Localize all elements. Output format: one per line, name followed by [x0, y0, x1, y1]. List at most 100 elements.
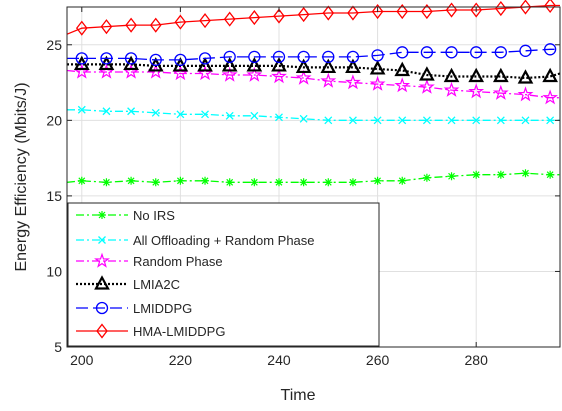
y-tick-label: 15: [46, 188, 62, 204]
data-point: [295, 58, 312, 74]
data-point: [421, 3, 433, 20]
data-point: [419, 66, 435, 81]
data-point: [324, 178, 333, 187]
data-point: [472, 116, 481, 125]
legend-entry: LMIDDPG: [76, 301, 192, 316]
data-point: [174, 53, 187, 67]
legend-box: [67, 202, 380, 347]
data-point: [542, 67, 558, 83]
data-point: [223, 11, 236, 27]
series-line: [67, 109, 560, 121]
data-point: [492, 84, 509, 100]
y-tick-label: 20: [46, 112, 62, 128]
data-point: [271, 57, 287, 72]
data-point: [495, 0, 507, 17]
legend-label: All Offloading + Random Phase: [133, 233, 315, 248]
data-point: [174, 14, 187, 30]
y-tick-label: 10: [46, 263, 62, 279]
data-point: [221, 66, 238, 82]
data-point: [151, 178, 160, 187]
data-point: [199, 13, 211, 29]
data-point: [418, 78, 435, 94]
data-point: [320, 58, 337, 74]
data-point: [250, 111, 259, 120]
data-point: [271, 68, 287, 84]
data-point: [248, 10, 261, 26]
data-point: [94, 252, 110, 268]
x-tick-label: 280: [465, 352, 489, 368]
y-tick-label: 5: [54, 339, 62, 355]
x-axis-label: Time: [281, 387, 316, 404]
data-point: [420, 46, 434, 59]
data-point: [345, 74, 361, 90]
legend-entry: HMA-LMIDDPG: [76, 323, 225, 339]
data-point: [75, 52, 88, 65]
data-point: [443, 67, 460, 83]
data-point: [149, 17, 162, 33]
series-hma-lmiddpg: [66, 0, 560, 36]
data-point: [221, 57, 238, 72]
data-point: [445, 46, 458, 59]
data-point: [223, 50, 236, 64]
legend-label: HMA-LMIDDPG: [133, 324, 225, 339]
series-line: [66, 172, 560, 183]
data-point: [124, 52, 138, 65]
series-line: [66, 69, 560, 99]
data-point: [494, 46, 507, 59]
data-point: [546, 116, 555, 125]
data-point: [369, 60, 386, 75]
data-point: [544, 0, 556, 14]
legend-label: Random Phase: [133, 254, 223, 269]
data-point: [396, 46, 409, 59]
data-point: [496, 170, 505, 179]
data-point: [468, 83, 485, 99]
data-point: [521, 169, 530, 178]
data-point: [127, 107, 136, 116]
series-all-offloading-random-phase: [67, 105, 560, 125]
data-point: [546, 170, 555, 179]
data-point: [98, 211, 106, 219]
data-point: [77, 105, 86, 114]
data-point: [295, 69, 312, 85]
series-lmiddpg: [67, 43, 560, 67]
data-point: [447, 116, 456, 125]
data-point: [125, 17, 137, 33]
data-point: [348, 116, 357, 125]
data-point: [348, 178, 357, 187]
data-point: [496, 116, 505, 125]
data-point: [373, 116, 382, 125]
data-point: [542, 89, 559, 105]
plot-border: [66, 6, 561, 348]
data-point: [201, 110, 209, 119]
x-tick-label: 220: [169, 352, 193, 368]
data-point: [275, 113, 283, 122]
data-point: [398, 176, 407, 185]
data-point: [297, 6, 310, 23]
data-point: [95, 301, 109, 315]
data-point: [250, 178, 259, 187]
data-point: [492, 67, 509, 83]
series-line: [67, 63, 561, 80]
data-point: [297, 50, 310, 64]
series-no-irs: [66, 169, 560, 187]
legend-entry: LMIA2C: [76, 275, 180, 292]
legend-label: LMIDDPG: [133, 301, 192, 316]
data-point: [468, 67, 485, 83]
legend: No IRS All Offloading + Random Phase Rando…: [67, 202, 380, 347]
data-point: [102, 107, 111, 116]
data-point: [519, 0, 532, 15]
x-tick-label: 260: [366, 352, 390, 368]
data-point: [322, 5, 335, 21]
data-point: [447, 172, 456, 181]
data-point: [472, 170, 481, 179]
x-tick-label: 240: [267, 352, 291, 368]
data-point: [94, 275, 110, 290]
data-point: [517, 69, 534, 84]
data-point: [77, 176, 86, 185]
data-point: [369, 75, 386, 91]
legend-entry: No IRS: [76, 208, 175, 223]
data-point: [197, 57, 213, 72]
data-point: [176, 110, 185, 119]
data-point: [100, 52, 113, 65]
